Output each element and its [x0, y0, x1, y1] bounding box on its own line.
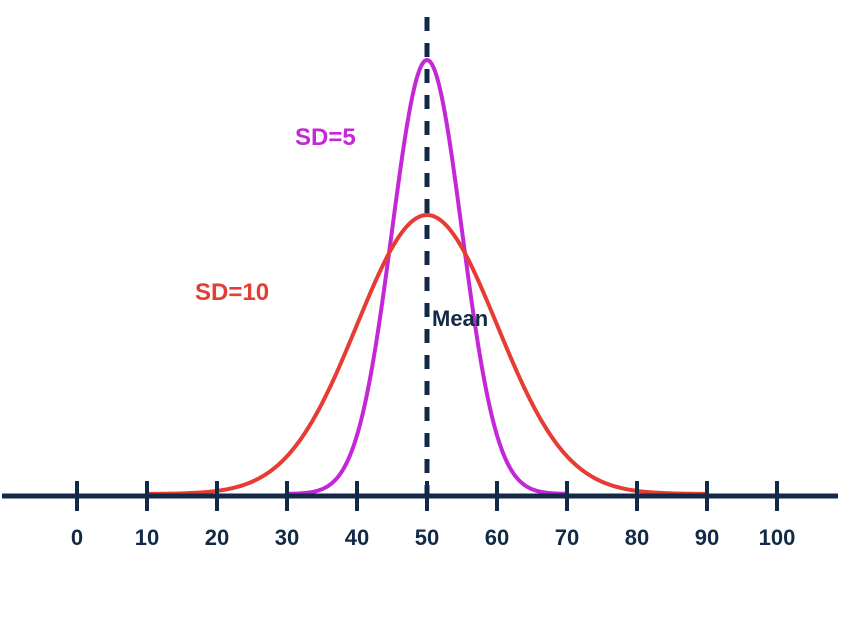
x-tick-label-0: 0	[71, 525, 83, 550]
sd10-label: SD=10	[195, 279, 269, 306]
x-tick-label-40: 40	[345, 525, 369, 550]
x-tick-label-100: 100	[759, 525, 796, 550]
normal-distribution-chart: SD=5 SD=10 Mean 0 10 20 30 40 50 60 70 80 90 100	[0, 0, 843, 633]
mean-label: Mean	[432, 306, 488, 331]
x-tick-label-90: 90	[695, 525, 719, 550]
x-tick-label-60: 60	[485, 525, 509, 550]
x-tick-label-20: 20	[205, 525, 229, 550]
x-tick-label-70: 70	[555, 525, 579, 550]
x-tick-label-80: 80	[625, 525, 649, 550]
x-tick-label-10: 10	[135, 525, 159, 550]
x-tick-label-50: 50	[415, 525, 439, 550]
x-tick-label-30: 30	[275, 525, 299, 550]
sd5-label: SD=5	[295, 124, 356, 151]
